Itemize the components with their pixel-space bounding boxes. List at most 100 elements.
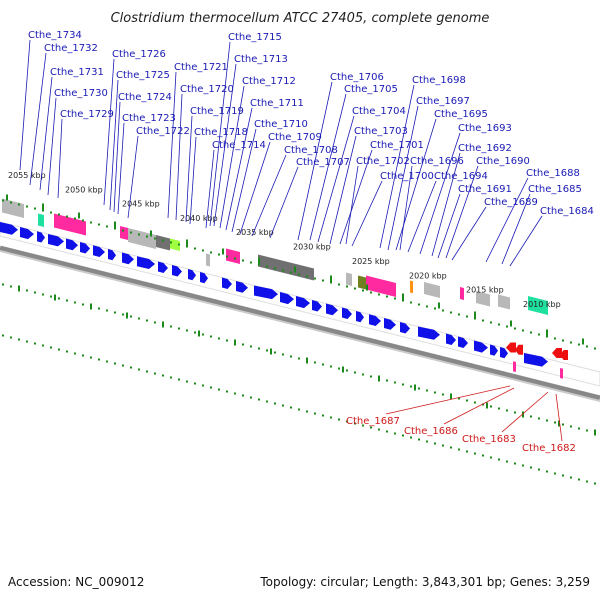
label-leader	[209, 41, 231, 227]
scale-dot	[210, 335, 212, 338]
scale-dot	[418, 438, 420, 441]
scale-dot	[586, 345, 588, 348]
label-leader	[509, 215, 543, 267]
scale-dot	[346, 285, 348, 288]
scale-dot	[218, 337, 220, 340]
scale-dot	[578, 427, 580, 430]
scale-tick	[486, 402, 488, 409]
gene-arrow	[48, 234, 64, 247]
scale-dot	[274, 267, 276, 270]
gene-arrow	[312, 300, 322, 312]
scale-dot	[466, 450, 468, 453]
scale-dot	[74, 301, 76, 304]
genome-summary-text: Topology: circular; Length: 3,843,301 bp…	[259, 575, 590, 589]
kbp-label: 2050 kbp	[65, 185, 103, 194]
gene-label-cthe-1714: Cthe_1714	[212, 140, 266, 151]
scale-dot	[2, 283, 4, 286]
label-leader	[317, 115, 355, 243]
scale-dot	[586, 480, 588, 483]
scale-dot	[514, 327, 516, 330]
kbp-label: 2045 kbp	[122, 200, 160, 209]
scale-dot	[34, 291, 36, 294]
label-leader	[309, 93, 347, 241]
gene-arrow	[458, 336, 468, 348]
gene-arrow	[280, 292, 294, 305]
scale-dot	[338, 367, 340, 370]
scale-dot	[466, 399, 468, 402]
scale-dot	[146, 319, 148, 322]
scale-dot	[266, 400, 268, 403]
scale-dot	[202, 249, 204, 252]
kbp-label: 2040 kbp	[180, 214, 218, 223]
scale-dot	[562, 339, 564, 342]
feature-block	[410, 280, 413, 294]
feature-block	[424, 282, 440, 298]
gene-label-cthe-1723: Cthe_1723	[122, 113, 176, 124]
label-leader	[185, 115, 193, 223]
scale-dot	[242, 259, 244, 262]
scale-tick	[582, 338, 584, 345]
gene-labels: Cthe_1734 Cthe_1732 Cthe_1731 Cthe_1730 Cthe…	[19, 30, 594, 454]
scale-dot	[578, 478, 580, 481]
scale-dot	[562, 423, 564, 426]
gene-label-cthe-1704: Cthe_1704	[352, 106, 406, 117]
scale-dot	[106, 309, 108, 312]
scale-dot	[10, 336, 12, 339]
scale-tick	[6, 194, 8, 201]
gene-arrow	[137, 256, 155, 269]
scale-dot	[194, 247, 196, 250]
scale-dot	[498, 458, 500, 461]
scale-dot	[474, 401, 476, 404]
scale-tick	[126, 312, 128, 319]
gene-arrow	[236, 281, 248, 293]
scale-dot	[450, 311, 452, 314]
scale-dot	[594, 347, 596, 350]
scale-dot	[314, 412, 316, 415]
gene-label-cthe-1711: Cthe_1711	[250, 98, 304, 109]
scale-dot	[498, 407, 500, 410]
scale-dot	[90, 356, 92, 359]
gene-label-cthe-1702: Cthe_1702	[356, 156, 410, 167]
scale-dot	[354, 371, 356, 374]
feature-block	[460, 287, 464, 300]
scale-dot	[482, 319, 484, 322]
scale-dot	[418, 387, 420, 390]
scale-dot	[42, 209, 44, 212]
scale-tick	[378, 375, 380, 382]
scale-dot	[354, 287, 356, 290]
scale-dot	[154, 237, 156, 240]
gene-label-cthe-1729: Cthe_1729	[60, 109, 114, 120]
gene-arrow	[108, 249, 116, 261]
feature-block	[498, 294, 510, 310]
scale-tick	[18, 285, 20, 292]
scale-dot	[10, 285, 12, 288]
scale-dot	[362, 373, 364, 376]
scale-dot	[186, 380, 188, 383]
label-leader	[419, 132, 461, 255]
label-leader	[109, 79, 119, 211]
scale-dot	[330, 365, 332, 368]
scale-dot	[138, 317, 140, 320]
scale-dot	[234, 257, 236, 260]
scale-dot	[522, 464, 524, 467]
scale-dot	[370, 291, 372, 294]
scale-dot	[194, 331, 196, 334]
gene-arrow	[93, 245, 105, 258]
scale-dot	[106, 225, 108, 228]
scale-tick	[546, 329, 548, 336]
scale-dot	[402, 299, 404, 302]
scale-dot	[34, 207, 36, 210]
kbp-label: 2010 kbp	[523, 300, 561, 309]
gene-arrow	[326, 303, 338, 316]
gene-label-cthe-1701: Cthe_1701	[370, 140, 424, 151]
label-leader	[251, 154, 287, 237]
gene-arrow	[20, 227, 34, 240]
scale-dot	[18, 203, 20, 206]
scale-dot	[266, 265, 268, 268]
scale-dot	[530, 331, 532, 334]
label-leader	[395, 118, 437, 251]
scale-dot	[202, 384, 204, 387]
scale-dot	[362, 424, 364, 427]
scale-tick	[222, 248, 224, 255]
